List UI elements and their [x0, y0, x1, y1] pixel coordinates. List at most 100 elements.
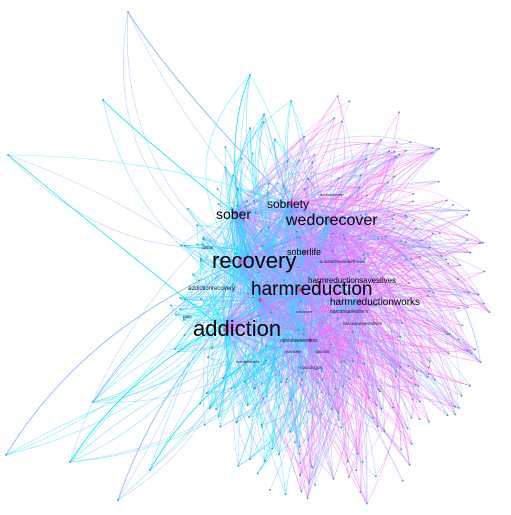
network-edge — [231, 219, 331, 389]
network-edge — [259, 296, 419, 387]
network-node — [297, 266, 300, 269]
network-node — [192, 273, 195, 276]
network-edge — [69, 212, 236, 463]
network-edge — [309, 339, 456, 407]
network-edge — [224, 255, 366, 331]
network-edge — [180, 297, 311, 341]
network-node — [251, 152, 254, 155]
network-node — [246, 404, 249, 407]
network-node — [232, 288, 235, 291]
network-node — [419, 400, 421, 403]
network-node — [426, 376, 429, 378]
network-node — [417, 385, 420, 387]
network-node — [180, 244, 183, 247]
network-node — [412, 192, 415, 195]
network-node — [483, 270, 486, 273]
network-node — [409, 141, 412, 144]
hub-node — [258, 298, 262, 302]
network-node — [377, 388, 380, 391]
network-edge — [359, 217, 407, 303]
network-node — [400, 448, 403, 451]
network-edge — [359, 301, 401, 477]
network-node — [331, 233, 334, 235]
network-node — [348, 378, 351, 381]
network-node — [249, 127, 252, 130]
network-node — [428, 420, 431, 423]
network-edge — [102, 99, 236, 214]
network-edge — [123, 11, 241, 263]
network-node — [5, 454, 7, 456]
network-edge — [289, 203, 345, 239]
network-node — [173, 348, 176, 351]
network-node — [307, 223, 310, 226]
network-node — [429, 360, 431, 363]
network-node — [364, 213, 367, 215]
network-edge — [224, 329, 286, 495]
network-edge — [237, 251, 306, 467]
network-node — [303, 328, 305, 331]
hub-node — [358, 300, 362, 304]
network-node — [333, 117, 336, 119]
network-node — [377, 237, 380, 240]
network-node — [248, 416, 250, 418]
network-node — [352, 360, 355, 363]
network-node — [263, 460, 266, 463]
network-node — [376, 425, 379, 428]
network-edge — [258, 203, 291, 316]
network-node — [263, 113, 265, 116]
network-node — [387, 181, 390, 184]
network-edge — [299, 289, 429, 368]
network-edge — [228, 100, 292, 263]
network-node — [216, 188, 219, 191]
network-node — [307, 410, 310, 413]
network-node — [427, 366, 430, 369]
network-node — [393, 175, 396, 178]
network-node — [177, 350, 180, 353]
label-wedorecover: wedorecover — [285, 212, 378, 229]
network-node — [241, 212, 243, 215]
network-node — [230, 207, 233, 209]
network-node — [466, 350, 469, 352]
network-edge — [359, 301, 397, 377]
network-node — [179, 297, 182, 300]
label-opioids: opioids — [315, 349, 330, 354]
network-node — [298, 452, 301, 455]
network-node — [459, 264, 461, 267]
network-edge — [289, 203, 448, 416]
network-node — [365, 502, 368, 505]
network-node — [289, 286, 292, 288]
network-node — [243, 219, 245, 222]
network-edge — [181, 203, 291, 246]
network-edge — [289, 197, 484, 244]
network-edge — [220, 219, 335, 427]
network-edge — [234, 143, 369, 214]
network-node — [286, 160, 289, 163]
network-edge — [289, 203, 468, 351]
network-node — [196, 224, 199, 227]
network-edge — [234, 142, 433, 214]
network-node — [363, 362, 366, 365]
network-node — [234, 252, 237, 255]
network-node — [383, 430, 386, 432]
network-node — [256, 472, 259, 475]
network-edge — [242, 192, 268, 301]
network-node — [395, 141, 398, 143]
network-edge — [224, 329, 286, 495]
network-node — [303, 188, 306, 191]
network-node — [341, 120, 343, 123]
network-node — [224, 146, 227, 149]
network-node — [289, 258, 292, 261]
network-node — [264, 360, 267, 362]
network-node — [452, 204, 454, 206]
network-node — [315, 368, 318, 371]
network-edge — [329, 187, 469, 221]
network-node — [249, 74, 251, 76]
network-edge — [239, 261, 403, 481]
network-node — [317, 381, 319, 384]
network-edge — [284, 136, 305, 205]
network-edge — [203, 203, 291, 238]
network-node — [413, 219, 415, 222]
network-edge — [259, 299, 410, 465]
network-node — [404, 214, 407, 217]
network-edge — [274, 139, 331, 221]
